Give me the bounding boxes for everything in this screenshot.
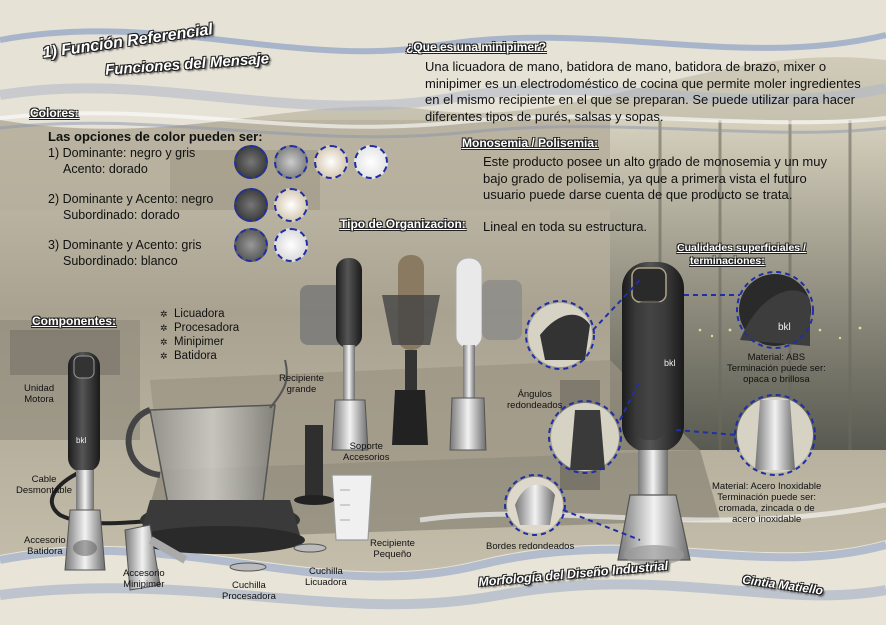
label-cable: Cable Desmontable: [16, 474, 72, 496]
color-option-1a: 1) Dominante: negro y gris: [48, 146, 196, 160]
section-monosemia: Monosemia / Polisemia:: [462, 136, 599, 150]
swatch-gray-3: [234, 228, 268, 262]
swatch-black-2: [234, 188, 268, 222]
label-material-acero: Material: Acero Inoxidable Terminación pu…: [712, 481, 822, 525]
label-soporte: Soporte Accesorios: [343, 441, 390, 463]
section-colores: Colores:: [30, 106, 79, 120]
label-angulos: Ángulos redondeados: [507, 389, 563, 411]
swatch-white-3: [274, 228, 308, 262]
swatch-white: [354, 145, 388, 179]
section-cualidades-2: terminaciones:: [690, 255, 765, 267]
color-option-3b: Subordinado: blanco: [63, 254, 178, 268]
colores-intro: Las opciones de color pueden ser:: [48, 129, 263, 144]
label-bordes: Bordes redondeados: [486, 541, 575, 552]
component-item: ✲ Minipimer: [160, 336, 224, 348]
bullet-icon: ✲: [160, 337, 168, 347]
bullet-icon: ✲: [160, 323, 168, 333]
component-item: ✲ Licuadora: [160, 308, 225, 320]
component-item: ✲ Procesadora: [160, 322, 240, 334]
que-es-paragraph: Una licuadora de mano, batidora de mano,…: [425, 59, 861, 124]
label-accesorio-batidora: Accesorio Batidora: [24, 535, 66, 557]
label-unidad-motora: Unidad Motora: [24, 383, 55, 405]
swatch-gold: [314, 145, 348, 179]
brand-logo: bkl: [76, 436, 87, 445]
color-option-2b: Subordinado: dorado: [63, 208, 180, 222]
swatch-gray: [274, 145, 308, 179]
bullet-icon: ✲: [160, 351, 168, 361]
label-recipiente-pequeno: Recipiente Pequeño: [370, 538, 415, 560]
label-accesorio-minipimer: Accesorio Minipimer: [123, 568, 165, 590]
label-cuchilla-procesadora: Cuchilla Procesadora: [222, 580, 276, 602]
section-cualidades-1: Cualidades superficiales /: [677, 242, 806, 254]
section-componentes: Componentes:: [32, 314, 116, 328]
color-option-2a: 2) Dominante y Acento: negro: [48, 192, 214, 206]
label-material-abs: Material: ABS Terminación puede ser: opaca…: [727, 352, 826, 385]
color-option-3a: 3) Dominante y Acento: gris: [48, 238, 202, 252]
section-que-es: ¿Que es una minipimer?: [406, 40, 547, 54]
swatch-black: [234, 145, 268, 179]
lineal-text: Lineal en toda su estructura.: [483, 219, 648, 234]
label-cuchilla-licuadora: Cuchilla Licuadora: [305, 566, 347, 588]
brand-logo: bkl: [664, 358, 676, 368]
bullet-icon: ✲: [160, 309, 168, 319]
component-item: ✲ Batidora: [160, 350, 217, 362]
brand-logo: bkl: [778, 322, 791, 333]
color-option-1b: Acento: dorado: [63, 162, 148, 176]
section-tipo-organizacion: Tipo de Organizacion:: [340, 217, 466, 231]
monosemia-paragraph: Este producto posee un alto grado de mon…: [483, 154, 827, 202]
label-recipiente-grande: Recipiente grande: [279, 373, 324, 395]
swatch-gold-2: [274, 188, 308, 222]
